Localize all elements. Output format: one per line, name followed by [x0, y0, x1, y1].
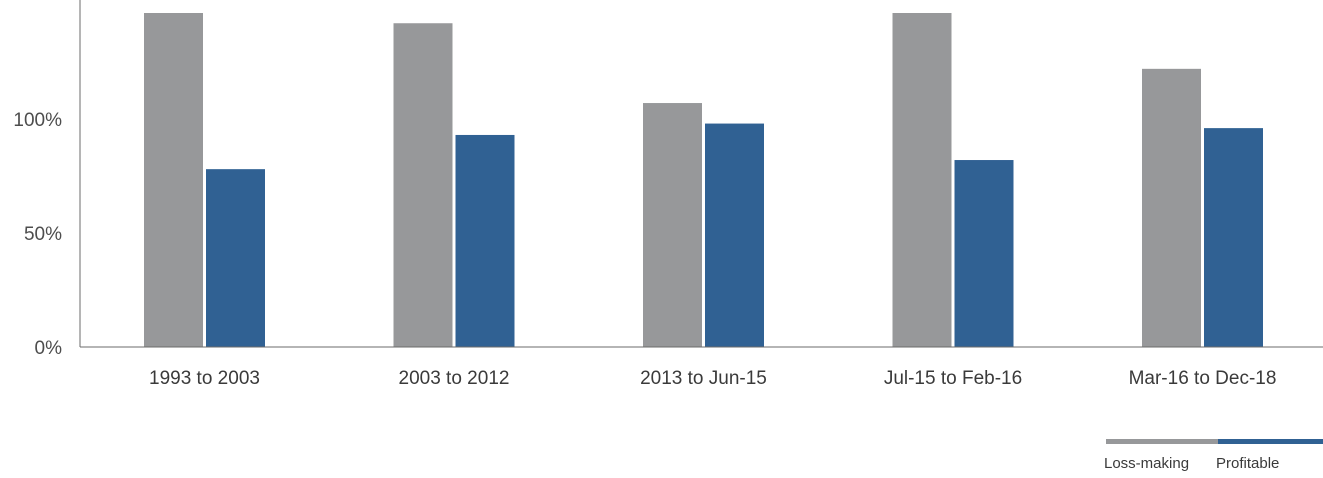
- bar-profitable-3: [705, 123, 764, 347]
- bar-loss-making-4: [892, 13, 952, 347]
- category-label: 2003 to 2012: [399, 368, 510, 389]
- bar-profitable-5: [1204, 128, 1263, 347]
- bars: [144, 13, 1263, 348]
- legend-label-profitable: Profitable: [1216, 455, 1279, 472]
- category-label: Jul-15 to Feb-16: [884, 368, 1022, 389]
- bar-loss-making-1: [144, 13, 203, 347]
- category-label: Mar-16 to Dec-18: [1129, 368, 1277, 389]
- y-tick-label: 100%: [13, 110, 62, 131]
- legend-label-loss-making: Loss-making: [1104, 455, 1189, 472]
- y-tick-labels: 0% 50% 100%: [13, 110, 62, 359]
- bar-loss-making-5: [1142, 68, 1201, 347]
- legend: Loss-making Profitable: [1104, 439, 1323, 472]
- bar-profitable-4: [954, 160, 1014, 347]
- y-tick-label: 50%: [24, 224, 62, 245]
- bar-profitable-1: [206, 169, 265, 347]
- bar-profitable-2: [455, 134, 515, 347]
- legend-swatch-profitable: [1218, 439, 1323, 444]
- y-tick-label: 0%: [35, 338, 63, 359]
- category-labels: 1993 to 2003 2003 to 2012 2013 to Jun-15 Ju…: [149, 368, 1276, 389]
- legend-swatch-loss-making: [1106, 439, 1218, 444]
- bar-loss-making-2: [393, 23, 453, 348]
- category-label: 2013 to Jun-15: [640, 368, 767, 389]
- bar-loss-making-3: [643, 103, 702, 347]
- category-label: 1993 to 2003: [149, 368, 260, 389]
